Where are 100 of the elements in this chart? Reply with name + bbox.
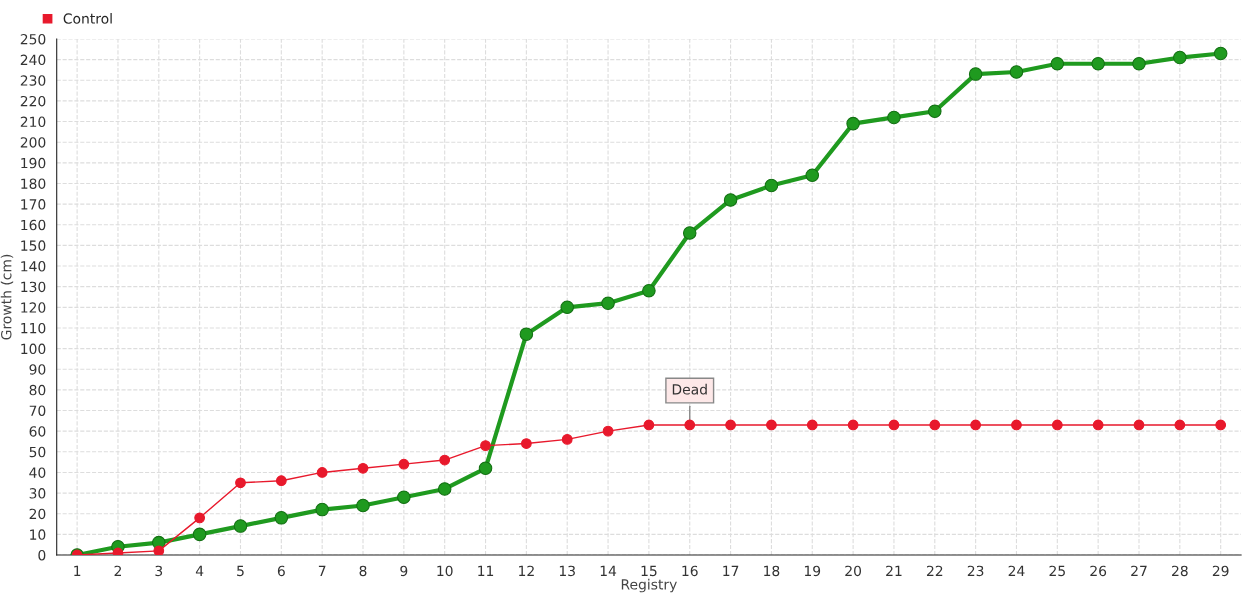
y-tick-label: 210	[20, 116, 46, 128]
y-tick-label: 150	[21, 240, 46, 251]
point	[887, 110, 901, 125]
y-tick-label: 250	[20, 33, 46, 45]
x-tick-label: 24	[1008, 565, 1025, 576]
point	[968, 67, 983, 81]
x-tick-label: 16	[682, 565, 698, 577]
point	[480, 440, 491, 451]
point	[1051, 419, 1063, 431]
x-tick-label: 10	[437, 565, 453, 577]
y-tick-label: 30	[29, 488, 46, 499]
point	[397, 490, 411, 504]
y-tick-label: 120	[21, 302, 46, 313]
point	[192, 527, 207, 542]
point	[970, 419, 982, 431]
x-tick-label: 7	[318, 565, 326, 576]
x-tick-label: 14	[600, 565, 617, 576]
point	[1132, 57, 1146, 71]
point	[315, 502, 329, 517]
point	[235, 477, 246, 489]
x-tick-label: 26	[1090, 565, 1107, 577]
point	[642, 284, 656, 298]
y-tick-label: 140	[21, 261, 46, 272]
y-tick-label: 130	[21, 281, 46, 293]
point	[601, 296, 615, 310]
y-tick-label: 80	[29, 384, 46, 396]
x-tick-label: 22	[926, 565, 943, 576]
point	[764, 178, 779, 193]
point	[316, 467, 328, 478]
x-tick-label: 18	[764, 565, 780, 577]
point	[194, 512, 206, 524]
point	[723, 193, 738, 207]
y-tick-label: 90	[29, 364, 46, 375]
y-tick-label: 180	[21, 178, 46, 189]
x-tick-label: 29	[1212, 565, 1229, 577]
x-tick-label: 27	[1131, 565, 1147, 576]
y-tick-label: 0	[38, 549, 46, 561]
x-tick-label: 25	[1049, 565, 1065, 577]
point	[846, 116, 860, 131]
x-tick-label: 5	[237, 565, 244, 577]
x-tick-label: 15	[641, 565, 657, 577]
y-axis-title: Growth (cm)	[0, 254, 14, 340]
annotation: Dead	[672, 383, 707, 395]
point	[519, 327, 534, 341]
y-tick-label: 60	[29, 426, 46, 437]
point	[888, 419, 900, 431]
x-tick-label: 19	[804, 565, 821, 577]
x-axis-title: Registry	[621, 578, 677, 593]
point	[1215, 419, 1227, 431]
y-tick-label: 50	[29, 446, 46, 458]
point	[847, 419, 859, 431]
x-tick-label: 13	[559, 565, 575, 577]
y-tick-label: 40	[29, 467, 46, 478]
point	[766, 419, 777, 431]
y-tick-label: 20	[29, 508, 46, 520]
point	[1050, 57, 1065, 71]
point	[1091, 57, 1105, 71]
point	[398, 458, 410, 470]
point	[275, 475, 287, 487]
point	[682, 226, 697, 240]
point	[1174, 419, 1186, 431]
y-tick-label: 10	[30, 529, 46, 540]
point	[1092, 419, 1104, 431]
point	[274, 511, 289, 525]
legend-label: Control	[63, 13, 112, 24]
point	[725, 419, 736, 431]
point	[643, 419, 655, 431]
point	[805, 168, 820, 182]
point	[153, 545, 165, 555]
point	[356, 498, 370, 513]
x-tick-label: 1	[74, 565, 81, 576]
y-tick-label: 240	[20, 54, 46, 66]
x-tick-label: 17	[723, 565, 739, 576]
x-tick-label: 28	[1172, 565, 1188, 577]
point	[357, 462, 369, 474]
y-tick-label: 200	[20, 137, 46, 148]
point	[1011, 419, 1022, 431]
point	[1009, 65, 1024, 79]
point	[929, 419, 941, 431]
point	[521, 438, 532, 449]
y-tick-label: 70	[29, 405, 46, 416]
y-tick-label: 110	[21, 322, 46, 334]
x-tick-label: 23	[967, 565, 984, 577]
point	[1133, 419, 1145, 431]
point	[684, 419, 696, 431]
x-tick-label: 12	[519, 565, 534, 576]
x-tick-label: 9	[400, 565, 408, 577]
x-tick-label: 21	[886, 565, 902, 576]
point	[561, 434, 573, 445]
point	[478, 461, 493, 476]
y-tick-label: 220	[20, 95, 46, 107]
point	[602, 425, 614, 437]
point	[1173, 50, 1187, 65]
x-tick-label: 20	[845, 565, 862, 577]
x-tick-label: 8	[359, 565, 367, 577]
y-tick-label: 100	[21, 343, 46, 355]
y-tick-label: 230	[20, 75, 46, 86]
y-tick-label: 190	[21, 157, 46, 169]
point	[928, 104, 942, 119]
point	[439, 454, 451, 466]
